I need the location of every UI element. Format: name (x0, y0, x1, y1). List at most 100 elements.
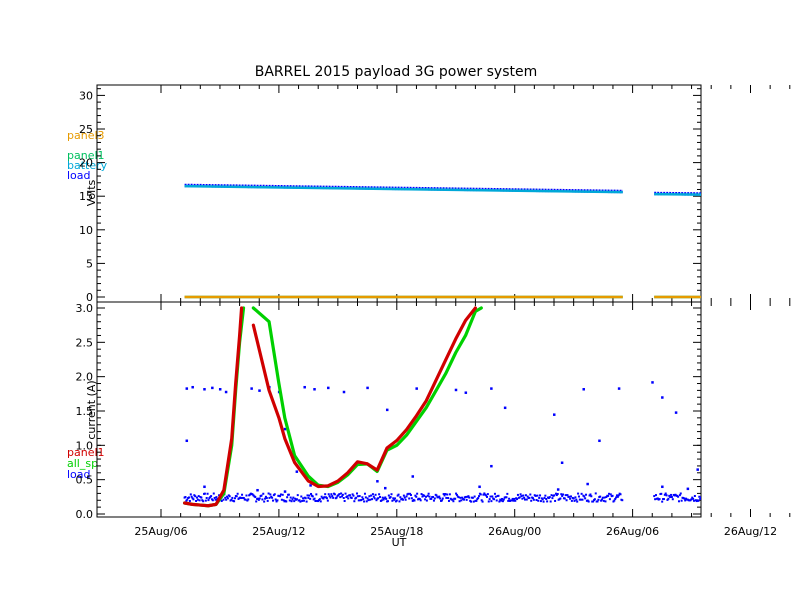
current-load-baseline-point (292, 496, 295, 499)
current-load-baseline-point (384, 496, 387, 499)
current-load-baseline-point (744, 494, 746, 496)
current-load-baseline-point (487, 500, 490, 503)
current-load-point (464, 391, 468, 394)
current-load-baseline-point (470, 500, 473, 503)
current-load-baseline-point (562, 493, 565, 496)
current-load-baseline-point (291, 498, 294, 501)
current-load-baseline-point (769, 501, 771, 503)
current-load-baseline-point (729, 500, 731, 502)
current-load-baseline-point (771, 493, 773, 495)
current-load-baseline-point (510, 499, 513, 502)
current-load-baseline-point (381, 496, 384, 499)
current-load-baseline-point (246, 499, 249, 502)
current-load-baseline-point (399, 496, 402, 499)
current-load-baseline-point (775, 499, 777, 501)
current-load-point (283, 490, 287, 493)
current-load-point (203, 388, 206, 391)
current-load-baseline-point (356, 495, 359, 498)
current-load-baseline-point (788, 496, 790, 498)
current-load-baseline-point (313, 497, 316, 500)
current-load-baseline-point (264, 497, 267, 500)
current-load-baseline-point (441, 497, 444, 500)
current-load-baseline-point (377, 497, 380, 500)
current-load-baseline-point (757, 498, 759, 500)
current-load-baseline-point (605, 495, 608, 498)
current-load-baseline-point (731, 493, 733, 495)
current-plot-frame (96, 301, 702, 518)
current-load-baseline-point (402, 494, 405, 497)
current-load-baseline-point (494, 495, 497, 498)
current-load-point (295, 470, 299, 473)
current-load-baseline-point (770, 499, 772, 501)
current-load-baseline-point (211, 499, 214, 502)
current-load-baseline-point (727, 495, 729, 497)
current-load-baseline-point (679, 492, 682, 495)
current-load-baseline-point (279, 493, 282, 496)
current-load-baseline-point (519, 493, 522, 496)
current-load-baseline-point (256, 497, 259, 500)
current-load-baseline-point (602, 499, 605, 502)
current-load-point (560, 461, 564, 464)
current-load-baseline-point (279, 495, 282, 498)
current-load-baseline-point (700, 496, 701, 499)
current-load-baseline-point (573, 499, 576, 502)
current-load-point (710, 417, 713, 420)
current-load-baseline-point (215, 496, 218, 499)
current-load-baseline-point (669, 496, 672, 499)
current-load-baseline-point (559, 497, 562, 500)
current-load-baseline-point (720, 496, 722, 498)
current-load-baseline-point (233, 497, 236, 500)
current-load-baseline-point (184, 496, 187, 499)
current-load-baseline-point (420, 493, 423, 496)
current-load-baseline-point (385, 497, 388, 500)
current-load-baseline-point (780, 500, 782, 502)
current-load-baseline-point (670, 493, 673, 496)
current-load-baseline-point (700, 499, 701, 502)
current-load-baseline-point (741, 500, 743, 502)
current-load-baseline-point (362, 498, 365, 501)
current-load-baseline-point (766, 499, 768, 501)
current-load-baseline-point (463, 498, 466, 501)
current-load-baseline-point (560, 493, 563, 496)
current-load-baseline-point (314, 500, 317, 503)
current-load-baseline-point (451, 498, 454, 501)
current-load-baseline-point (300, 495, 303, 498)
current-load-baseline-point (355, 496, 358, 499)
current-load-baseline-point (193, 494, 196, 497)
current-load-baseline-point (654, 494, 657, 497)
current-load-baseline-point (207, 499, 210, 502)
current-load-point (734, 484, 737, 487)
current-load-baseline-point (539, 500, 542, 503)
current-load-baseline-point (500, 499, 503, 502)
current-load-baseline-point (393, 498, 396, 501)
current-load-baseline-point (230, 498, 233, 501)
current-load-baseline-point (307, 496, 310, 499)
current-load-baseline-point (614, 497, 617, 500)
current-load-baseline-point (191, 497, 194, 500)
current-load-baseline-point (367, 499, 370, 502)
current-load-baseline-point (600, 498, 603, 501)
current-load-baseline-point (366, 497, 369, 500)
current-load-baseline-point (275, 500, 278, 503)
current-load-point (250, 387, 253, 390)
x-tick-label: 25Aug/12 (252, 525, 305, 538)
current-load-baseline-point (290, 500, 293, 503)
current-load-baseline-point (523, 496, 526, 499)
current-load-baseline-point (609, 493, 612, 496)
current-load-baseline-point (195, 500, 198, 503)
current-load-baseline-point (784, 497, 786, 499)
current-load-baseline-point (725, 493, 727, 495)
current-load-baseline-point (447, 497, 450, 500)
current-load-baseline-point (286, 496, 289, 499)
current-load-baseline-point (241, 493, 244, 496)
current-load-baseline-point (347, 497, 350, 500)
current-load-baseline-point (774, 493, 776, 495)
current-load-baseline-point (212, 492, 215, 495)
current-load-baseline-point (475, 499, 478, 502)
current-load-baseline-point (576, 500, 579, 503)
current-load-baseline-point (294, 497, 297, 500)
current-load-baseline-point (736, 495, 738, 497)
current-load-baseline-point (556, 492, 559, 495)
current-load-baseline-point (745, 497, 747, 499)
current-series-group (182, 306, 790, 508)
